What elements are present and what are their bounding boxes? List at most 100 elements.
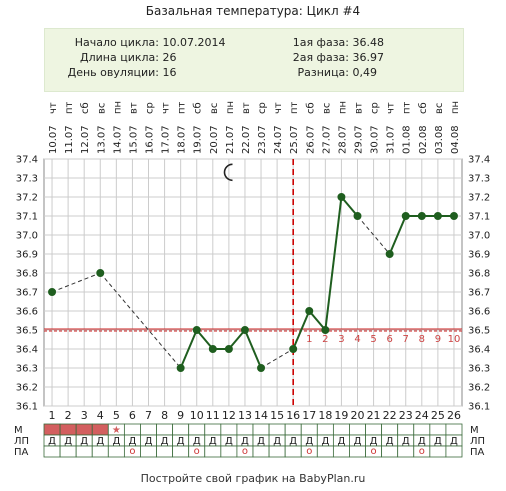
pa-row-cell (268, 445, 286, 458)
luteal-day-label: 1 (306, 334, 312, 345)
m-row-cell (91, 423, 109, 436)
luteal-day-label: 10 (448, 334, 461, 345)
lp-symbol: Д (434, 436, 442, 447)
weekday-label: пн (450, 101, 461, 114)
y-tick-label-left: 36.5 (16, 326, 38, 337)
difference-row: Разница: 0,49 (263, 66, 378, 79)
series-segment (324, 196, 343, 331)
footer-link[interactable]: Постройте свой график на BabyPlan.ru (140, 472, 366, 485)
data-point (433, 212, 442, 220)
day-number-label: 21 (367, 409, 381, 422)
series-segment (179, 329, 198, 369)
y-tick-label-right: 36.2 (468, 383, 490, 394)
pa-symbol: о (242, 446, 248, 457)
weekday-label: пт (64, 101, 75, 114)
data-point (289, 345, 298, 353)
weekday-label: вт (128, 102, 139, 114)
day-number-label: 10 (190, 409, 204, 422)
pa-row-cell (43, 445, 61, 458)
m-row-cell (332, 423, 350, 436)
data-point (240, 326, 249, 334)
day-number-label: 15 (270, 409, 284, 422)
date-label: 16.07 (145, 125, 156, 154)
date-label: 28.07 (337, 125, 348, 154)
phase2-row: 2ая фаза: 36.97 (263, 51, 384, 64)
m-row-cell (123, 423, 141, 436)
day-number-label: 9 (177, 409, 184, 422)
day-number-label: 7 (145, 409, 152, 422)
m-row-cell (349, 423, 366, 436)
lp-row-label-right: ЛП (470, 436, 485, 447)
pa-row-label-left: ПА (14, 447, 29, 458)
weekday-label: пт (289, 101, 300, 114)
lp-symbol: Д (48, 436, 56, 447)
y-tick-label-right: 36.9 (468, 250, 490, 261)
pa-row-cell (204, 445, 222, 458)
y-tick-label-right: 37.0 (468, 231, 490, 242)
m-row-cell (268, 423, 286, 436)
data-point (96, 269, 105, 277)
weekday-label: пт (177, 101, 188, 114)
luteal-day-label: 4 (354, 334, 360, 345)
m-row-cell (429, 423, 447, 436)
pa-row-cell (284, 445, 302, 458)
day-number-label: 12 (222, 409, 236, 422)
y-tick-label-left: 37.3 (16, 174, 38, 185)
y-tick-label-right: 36.1 (468, 402, 490, 413)
m-row-cell (365, 423, 383, 436)
phase1-value: 36.48 (352, 36, 385, 49)
pa-row-cell (75, 445, 93, 458)
lp-symbol: Д (64, 436, 72, 447)
ovulation-day-row: День овуляции: 16 (55, 66, 177, 79)
lp-symbol: Д (450, 436, 458, 447)
luteal-day-label: 7 (403, 334, 409, 345)
pa-row-cell (397, 445, 415, 458)
luteal-day-label: 2 (322, 334, 328, 345)
date-label: 18.07 (177, 125, 188, 154)
data-point (192, 326, 201, 334)
data-point (401, 212, 410, 220)
series-gap-segment (260, 348, 294, 369)
lp-symbol: Д (145, 436, 153, 447)
m-row-cell (300, 423, 318, 436)
day-number-label: 4 (97, 409, 104, 422)
pa-symbol: о (371, 446, 377, 457)
lp-symbol: Д (354, 436, 362, 447)
cycle-summary-panel: Начало цикла: 10.07.2014 Длина цикла: 26… (44, 28, 464, 92)
y-tick-label-right: 36.8 (468, 269, 490, 280)
data-point (208, 345, 217, 353)
m-row-cell (43, 423, 61, 436)
weekday-label: вт (354, 102, 365, 114)
date-label: 20.07 (209, 125, 220, 154)
lp-symbol: Д (129, 436, 137, 447)
m-row-cell (316, 423, 334, 436)
y-tick-label-left: 37.4 (16, 155, 38, 166)
day-number-label: 23 (399, 409, 413, 422)
lp-symbol: Д (257, 436, 265, 447)
date-label: 12.07 (80, 125, 91, 154)
weekday-label: вс (434, 103, 445, 114)
date-label: 11.07 (64, 125, 75, 154)
y-tick-label-left: 37.0 (16, 231, 38, 242)
day-number-label: 16 (286, 409, 300, 422)
date-label: 29.07 (354, 125, 365, 154)
y-tick-label-left: 36.8 (16, 269, 38, 280)
pa-row-cell (445, 445, 463, 458)
weekday-label: пн (337, 101, 348, 114)
series-segment (340, 196, 359, 217)
weekday-label: пн (225, 101, 236, 114)
lp-symbol: Д (289, 436, 297, 447)
lp-symbol: Д (80, 436, 88, 447)
cycle-length-row: Длина цикла: 26 (55, 51, 176, 64)
day-number-label: 20 (351, 409, 365, 422)
pa-row-cell (349, 445, 366, 458)
bbt-chart: 36.1 36.1 36.2 36.2 36.3 36.3 36.4 36.4 36.5 36.5… (14, 101, 490, 458)
lp-symbol: Д (402, 436, 410, 447)
m-row-cell (172, 423, 190, 436)
weekday-label: сб (305, 102, 316, 114)
phase1-label: 1ая фаза: (292, 36, 349, 49)
pa-row-cell (91, 445, 109, 458)
lp-symbol: Д (386, 436, 394, 447)
m-row-label-right: М (470, 425, 479, 436)
series-gap-segment (51, 272, 101, 293)
